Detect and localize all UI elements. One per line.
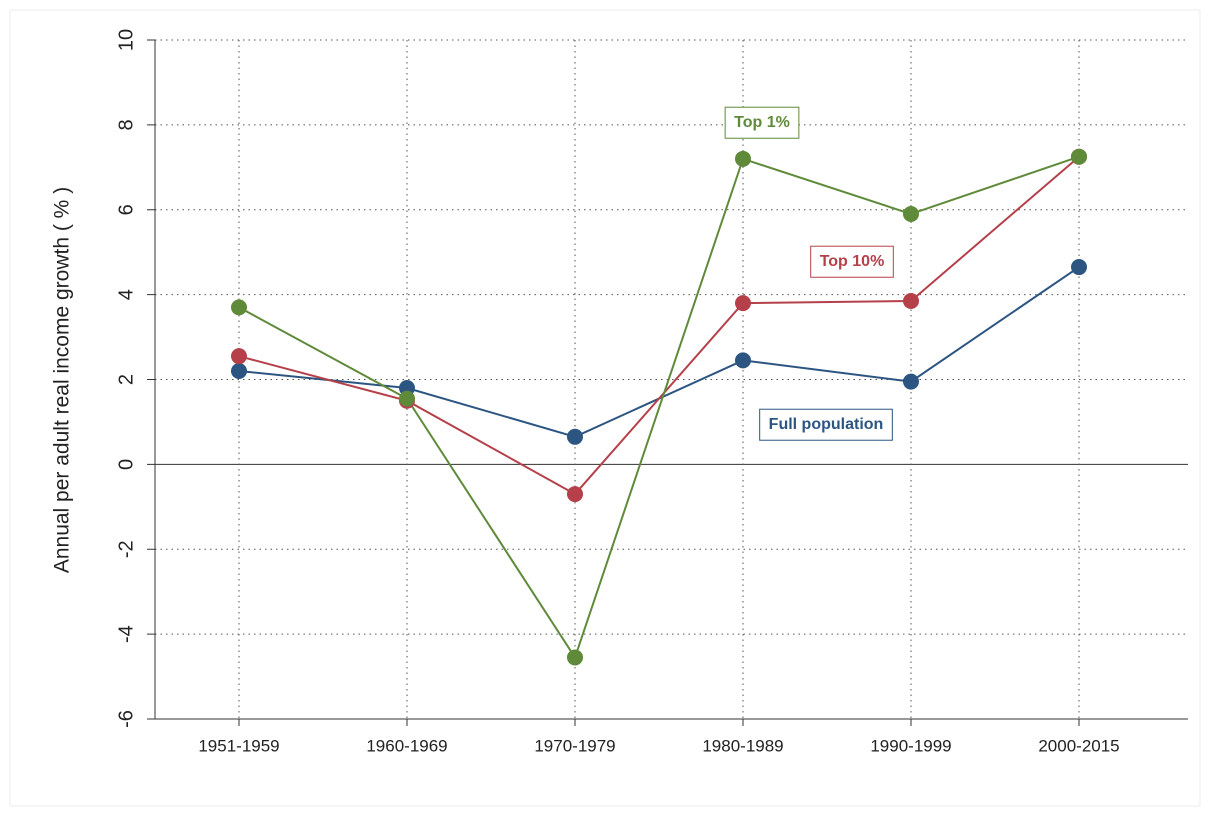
point: [735, 295, 751, 312]
x-tick-label: 1951-1959: [198, 736, 279, 755]
y-tick-label: 4: [115, 289, 137, 300]
point: [567, 649, 583, 666]
series-line: [238, 155, 1080, 660]
point: [399, 390, 415, 407]
point: [735, 150, 751, 167]
point: [567, 428, 583, 445]
x-tick-label: 1960-1969: [366, 736, 447, 755]
point: [231, 363, 247, 380]
y-tick-label: 6: [115, 204, 137, 215]
point: [1071, 259, 1087, 276]
series-label-box: [810, 245, 894, 278]
series-label-box: [724, 106, 800, 139]
y-tick-label: 2: [115, 374, 137, 385]
series-line: [238, 266, 1080, 438]
x-tick-label: 2000-2015: [1038, 736, 1119, 755]
point: [567, 486, 583, 503]
series-label: Top 10%: [820, 253, 885, 270]
x-tick-label: 1980-1989: [702, 736, 783, 755]
point: [231, 299, 247, 316]
y-tick-label: -6: [115, 710, 137, 728]
x-tick-label: 1990-1999: [870, 736, 951, 755]
point: [1071, 148, 1087, 165]
point: [903, 292, 919, 309]
point: [903, 205, 919, 222]
series-label: Full population: [769, 416, 884, 433]
point: [231, 348, 247, 365]
series-label: Top 1%: [734, 114, 790, 131]
x-tick-label: 1970-1979: [534, 736, 615, 755]
series-line: [238, 155, 1080, 496]
series-label-box: [759, 408, 893, 441]
y-tick-label: 0: [115, 459, 137, 470]
point: [903, 373, 919, 390]
y-tick-label: -4: [115, 625, 137, 643]
y-tick-label: 10: [115, 29, 137, 51]
frame: [9, 9, 1201, 807]
y-tick-label: 8: [115, 119, 137, 130]
y-axis-label: Annual per adult real income growth ( % …: [51, 187, 74, 573]
y-tick-label: -2: [115, 540, 137, 558]
point: [735, 352, 751, 369]
